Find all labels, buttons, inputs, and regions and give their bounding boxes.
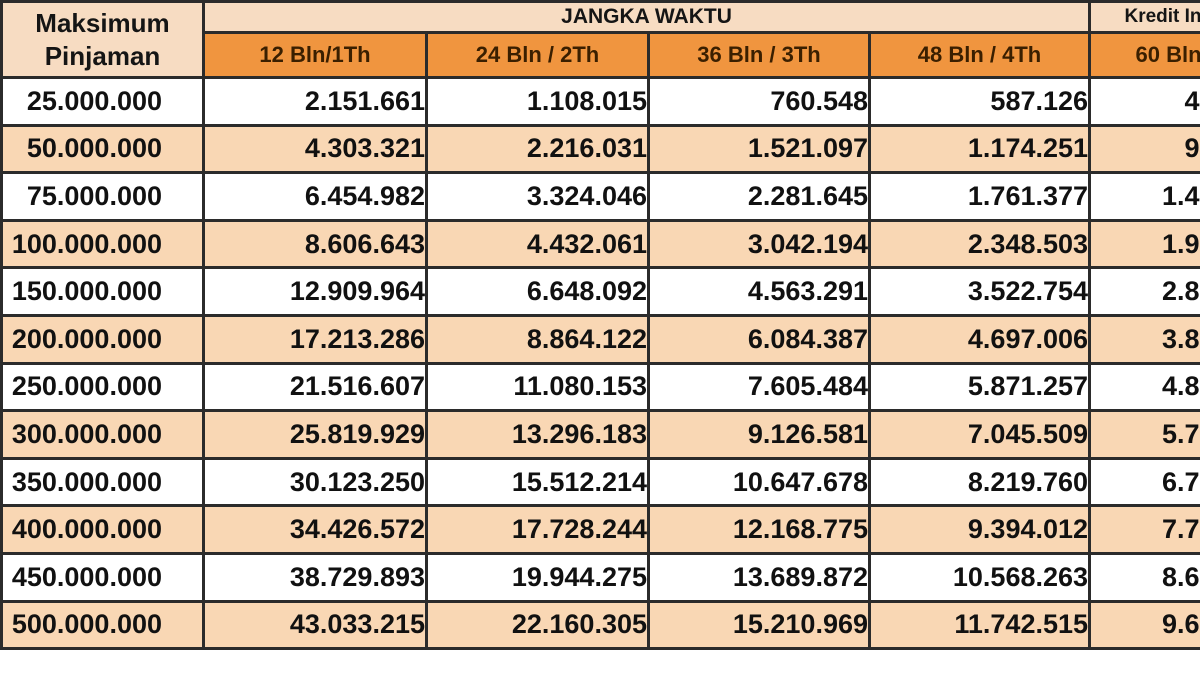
installment-cell: 10.568.263 <box>867 551 1092 603</box>
installment-cell: 3.042.194 <box>647 218 871 270</box>
installment-cell-clipped: 6.7 <box>1088 456 1200 508</box>
installment-cell: 4.432.061 <box>425 218 650 270</box>
installment-cell-clipped: 1.9 <box>1088 218 1200 270</box>
max-pinjaman-cell: 75.000.000 <box>0 171 205 222</box>
installment-cell-clipped: 1.4 <box>1088 171 1200 222</box>
installment-cell-clipped: 9 <box>1088 123 1200 175</box>
installment-cell: 3.324.046 <box>425 171 650 222</box>
installment-cell: 30.123.250 <box>202 456 428 508</box>
max-pinjaman-cell: 300.000.000 <box>0 409 205 460</box>
installment-cell: 7.605.484 <box>647 361 871 413</box>
installment-cell: 8.606.643 <box>202 218 428 270</box>
installment-cell-clipped: 2.8 <box>1088 266 1200 317</box>
installment-cell: 6.648.092 <box>425 266 650 317</box>
installment-cell: 6.454.982 <box>202 171 428 222</box>
installment-cell: 4.303.321 <box>202 123 428 175</box>
table-row: 200.000.000 17.213.286 8.864.122 6.084.387 4… <box>0 313 1200 365</box>
installment-cell-clipped: 4 <box>1088 76 1200 127</box>
installment-cell: 6.084.387 <box>647 313 871 365</box>
installment-cell: 12.909.964 <box>202 266 428 317</box>
installment-cell: 10.647.678 <box>647 456 871 508</box>
column-header-12bln: 12 Bln/1Th <box>202 31 428 79</box>
installment-cell: 2.216.031 <box>425 123 650 175</box>
installment-cell: 3.522.754 <box>867 266 1092 317</box>
installment-cell: 38.729.893 <box>202 551 428 603</box>
installment-cell: 2.348.503 <box>867 218 1092 270</box>
installment-cell: 9.126.581 <box>647 409 871 460</box>
installment-cell: 13.296.183 <box>425 409 650 460</box>
table-row: 350.000.000 30.123.250 15.512.214 10.647.67… <box>0 456 1200 508</box>
header-group-row: Maksimum Pinjaman JANGKA WAKTU Kredit In <box>0 0 1200 79</box>
installment-cell: 17.728.244 <box>425 504 650 555</box>
installment-cell: 8.219.760 <box>867 456 1092 508</box>
installment-cell: 15.512.214 <box>425 456 650 508</box>
installment-cell: 21.516.607 <box>202 361 428 413</box>
max-pinjaman-cell: 150.000.000 <box>0 266 205 317</box>
group-header-jangka-waktu: JANGKA WAKTU <box>201 0 1092 34</box>
table-row: 400.000.000 34.426.572 17.728.244 12.168.77… <box>0 504 1200 555</box>
installment-cell: 9.394.012 <box>867 504 1092 555</box>
installment-cell: 11.742.515 <box>867 599 1092 651</box>
installment-cell: 34.426.572 <box>202 504 428 555</box>
installment-cell: 1.521.097 <box>647 123 871 175</box>
installment-cell: 1.174.251 <box>867 123 1092 175</box>
column-header-36bln: 36 Bln / 3Th <box>647 31 871 79</box>
installment-cell: 4.563.291 <box>647 266 871 317</box>
installment-cell: 1.108.015 <box>425 76 650 127</box>
max-pinjaman-cell: 500.000.000 <box>0 599 205 651</box>
installment-cell: 1.761.377 <box>867 171 1092 222</box>
table-row: 300.000.000 25.819.929 13.296.183 9.126.581… <box>0 409 1200 460</box>
max-pinjaman-cell: 25.000.000 <box>0 76 205 127</box>
installment-cell: 25.819.929 <box>202 409 428 460</box>
installment-cell-clipped: 8.6 <box>1088 551 1200 603</box>
table-body: 25.000.000 2.151.661 1.108.015 760.548 587.1… <box>0 76 1200 651</box>
installment-cell: 2.151.661 <box>202 76 428 127</box>
header-tenor-row: 12 Bln/1Th 24 Bln / 2Th 36 Bln / 3Th 48 … <box>2 31 1200 79</box>
installment-cell-clipped: 9.6 <box>1088 599 1200 651</box>
installment-cell: 43.033.215 <box>202 599 428 651</box>
corner-header-line1: Maksimum <box>35 8 170 38</box>
installment-cell: 760.548 <box>647 76 871 127</box>
max-pinjaman-cell: 200.000.000 <box>0 313 205 365</box>
column-header-24bln: 24 Bln / 2Th <box>425 31 650 79</box>
installment-cell: 587.126 <box>867 76 1092 127</box>
installment-cell: 17.213.286 <box>202 313 428 365</box>
max-pinjaman-cell: 450.000.000 <box>0 551 205 603</box>
installment-cell: 19.944.275 <box>425 551 650 603</box>
installment-cell-clipped: 3.8 <box>1088 313 1200 365</box>
max-pinjaman-cell: 350.000.000 <box>0 456 205 508</box>
table-row: 250.000.000 21.516.607 11.080.153 7.605.484… <box>0 361 1200 413</box>
corner-header-line2: Pinjaman <box>44 40 161 71</box>
installment-cell: 4.697.006 <box>867 313 1092 365</box>
table-row: 100.000.000 8.606.643 4.432.061 3.042.194 2.… <box>0 218 1200 270</box>
installment-cell: 7.045.509 <box>867 409 1092 460</box>
installment-cell: 11.080.153 <box>425 361 650 413</box>
max-pinjaman-cell: 50.000.000 <box>0 123 205 175</box>
table-row: 25.000.000 2.151.661 1.108.015 760.548 587.1… <box>0 76 1200 127</box>
table-row: 50.000.000 4.303.321 2.216.031 1.521.097 1.1… <box>0 123 1200 175</box>
installment-table: Maksimum Pinjaman JANGKA WAKTU Kredit In… <box>0 0 1200 651</box>
installment-cell: 15.210.969 <box>647 599 871 651</box>
installment-cell: 8.864.122 <box>425 313 650 365</box>
max-pinjaman-cell: 100.000.000 <box>0 218 205 270</box>
table-row: 500.000.000 43.033.215 22.160.305 15.210.96… <box>0 599 1200 651</box>
installment-cell-clipped: 4.8 <box>1088 361 1200 413</box>
installment-cell-clipped: 5.7 <box>1088 409 1200 460</box>
group-header-kredit-clipped: Kredit In <box>1088 0 1200 34</box>
table-row: 450.000.000 38.729.893 19.944.275 13.689.87… <box>0 551 1200 603</box>
installment-cell-clipped: 7.7 <box>1088 504 1200 555</box>
max-pinjaman-cell: 400.000.000 <box>0 504 205 555</box>
table-row: 150.000.000 12.909.964 6.648.092 4.563.291 3… <box>0 266 1200 317</box>
installment-cell: 2.281.645 <box>647 171 871 222</box>
installment-cell: 5.871.257 <box>867 361 1092 413</box>
column-header-60bln-clipped: 60 Bln <box>1088 31 1200 79</box>
installment-cell: 12.168.775 <box>647 504 871 555</box>
installment-cell: 13.689.872 <box>647 551 871 603</box>
installment-cell: 22.160.305 <box>425 599 650 651</box>
column-header-48bln: 48 Bln / 4Th <box>867 31 1092 79</box>
corner-header-maksimum-pinjaman: Maksimum Pinjaman <box>0 0 205 79</box>
table-row: 75.000.000 6.454.982 3.324.046 2.281.645 1.7… <box>0 171 1200 222</box>
max-pinjaman-cell: 250.000.000 <box>0 361 205 413</box>
